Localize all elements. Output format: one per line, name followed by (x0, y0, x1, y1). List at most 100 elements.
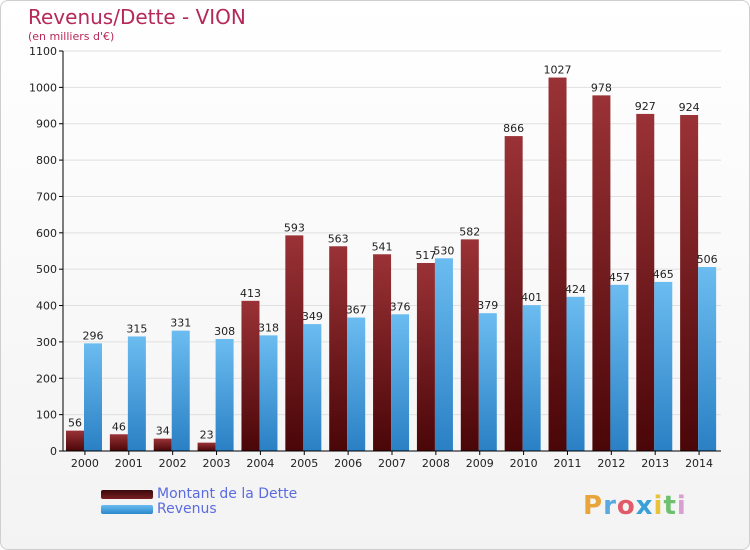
bar-debt (504, 136, 523, 451)
bar-debt (592, 95, 611, 451)
bar-debt (329, 246, 348, 451)
y-tick-label: 1000 (29, 81, 57, 94)
logo-letter: t (663, 491, 677, 521)
data-label-debt: 46 (112, 420, 126, 433)
bar-debt (285, 235, 304, 451)
legend-item-revenue: Revenus (101, 501, 217, 517)
logo-letter: i (653, 491, 664, 521)
logo-letter: P (583, 491, 604, 521)
data-label-debt: 582 (459, 225, 480, 238)
x-tick-label: 2004 (246, 457, 274, 470)
x-tick-label: 2013 (641, 457, 669, 470)
bar-revenue (127, 336, 146, 451)
legend-swatch-debt (101, 489, 153, 499)
bar-debt (109, 434, 128, 451)
legend-label-debt: Montant de la Dette (157, 486, 298, 502)
data-label-revenue: 318 (258, 321, 279, 334)
data-label-debt: 34 (156, 425, 170, 438)
x-tick-label: 2011 (553, 457, 581, 470)
x-tick-label: 2006 (334, 457, 362, 470)
bar-revenue (303, 324, 322, 451)
bar-revenue (391, 314, 410, 451)
bar-debt (680, 115, 699, 451)
bar-revenue (347, 317, 366, 451)
y-tick-label: 100 (36, 409, 57, 422)
x-tick-label: 2000 (71, 457, 99, 470)
data-label-revenue: 401 (521, 291, 542, 304)
y-tick-label: 500 (36, 263, 57, 276)
logo-letter: r (603, 491, 617, 521)
x-tick-label: 2005 (290, 457, 318, 470)
data-label-debt: 413 (240, 287, 261, 300)
data-label-debt: 866 (503, 122, 524, 135)
data-label-debt: 927 (635, 100, 656, 113)
data-label-revenue: 379 (477, 299, 498, 312)
bar-revenue (171, 330, 190, 451)
bar-revenue (215, 339, 234, 451)
y-tick-label: 1100 (29, 45, 57, 58)
bar-revenue (566, 296, 585, 451)
data-label-revenue: 424 (565, 283, 586, 296)
bar-revenue (434, 258, 453, 451)
x-tick-label: 2009 (466, 457, 494, 470)
data-label-debt: 517 (415, 249, 436, 262)
y-tick-label: 200 (36, 372, 57, 385)
bar-revenue (478, 313, 497, 451)
bar-debt (373, 254, 392, 451)
x-tick-label: 2012 (597, 457, 625, 470)
bar-revenue (610, 284, 629, 451)
bar-debt (636, 113, 655, 451)
y-tick-label: 600 (36, 227, 57, 240)
bar-debt (548, 77, 567, 451)
data-label-revenue: 376 (390, 300, 411, 313)
data-label-revenue: 315 (126, 322, 147, 335)
bar-debt (416, 263, 435, 451)
x-tick-label: 2002 (159, 457, 187, 470)
x-tick-label: 2010 (510, 457, 538, 470)
data-label-revenue: 465 (653, 268, 674, 281)
x-tick-label: 2008 (422, 457, 450, 470)
data-label-revenue: 308 (214, 325, 235, 338)
data-label-revenue: 367 (346, 304, 367, 317)
logo-letter: o (616, 491, 636, 521)
legend-label-revenue: Revenus (157, 501, 217, 517)
legend-item-debt: Montant de la Dette (101, 486, 297, 502)
data-label-debt: 1027 (544, 64, 572, 77)
data-label-debt: 563 (328, 232, 349, 245)
x-tick-label: 2001 (115, 457, 143, 470)
data-label-debt: 978 (591, 81, 612, 94)
bar-debt (460, 239, 479, 451)
data-label-revenue: 296 (83, 329, 104, 342)
data-label-debt: 924 (679, 101, 700, 114)
data-label-debt: 541 (372, 240, 393, 253)
data-label-debt: 593 (284, 221, 305, 234)
y-tick-label: 400 (36, 300, 57, 313)
y-tick-label: 0 (50, 445, 57, 458)
legend-swatch-revenue (101, 504, 153, 514)
bar-revenue (654, 281, 673, 451)
x-tick-label: 2003 (203, 457, 231, 470)
bar-debt (66, 430, 84, 451)
chart-subtitle: (en milliers d'€) (28, 30, 115, 43)
bar-debt (197, 442, 216, 451)
x-tick-label: 2014 (685, 457, 713, 470)
data-label-revenue: 457 (609, 271, 630, 284)
data-label-debt: 23 (200, 429, 214, 442)
y-tick-label: 800 (36, 154, 57, 167)
data-label-revenue: 506 (697, 253, 718, 266)
data-label-debt: 56 (68, 417, 82, 430)
chart-title: Revenus/Dette - VION (28, 5, 246, 29)
bar-revenue (698, 267, 717, 451)
bar-revenue (259, 335, 278, 451)
proxiti-logo: Proxiti (583, 491, 687, 521)
bar-debt (153, 438, 172, 451)
y-tick-label: 900 (36, 118, 57, 131)
y-tick-label: 300 (36, 336, 57, 349)
data-label-revenue: 530 (433, 244, 454, 257)
data-label-revenue: 349 (302, 310, 323, 323)
logo-letter: i (676, 491, 687, 521)
bar-revenue (522, 305, 541, 451)
bar-revenue (84, 343, 102, 451)
